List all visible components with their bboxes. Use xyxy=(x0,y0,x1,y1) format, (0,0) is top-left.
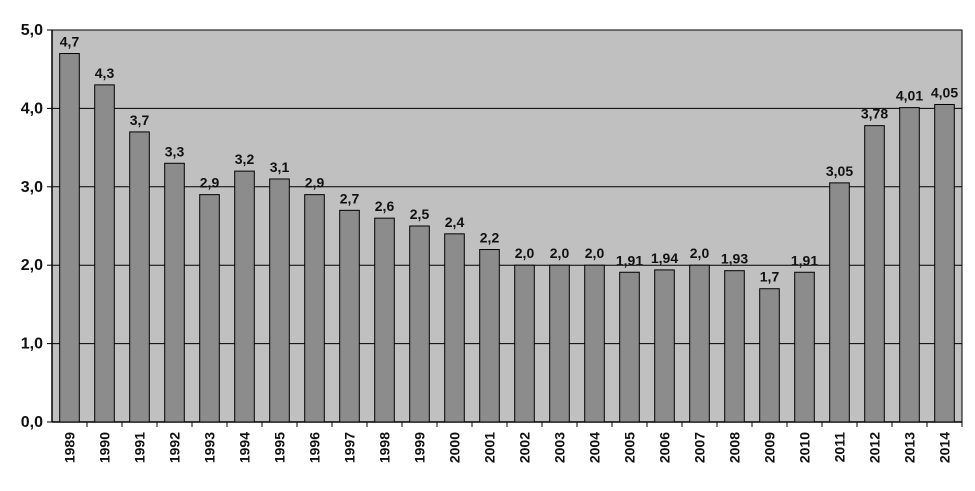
x-tick-label: 2000 xyxy=(447,432,463,463)
bar xyxy=(689,264,710,423)
x-tick-label: 1989 xyxy=(62,432,78,463)
x-tick-label: 2012 xyxy=(867,432,883,463)
x-tick-label: 1991 xyxy=(132,432,148,463)
bar xyxy=(934,103,955,423)
data-label: 1,91 xyxy=(791,252,818,268)
bar xyxy=(899,107,920,423)
x-tick-label: 2011 xyxy=(832,432,848,463)
x-tick-label: 1990 xyxy=(97,432,113,463)
data-label: 3,1 xyxy=(270,159,290,175)
data-label: 2,0 xyxy=(550,245,570,261)
data-label: 1,7 xyxy=(760,269,780,285)
data-labels: 4,7 4,3 3,7 3,3 2,9 3,2 3,1 2,9 2,7 2,6 2,5 2,4 2,2 2… xyxy=(60,34,959,285)
bar xyxy=(234,170,255,423)
x-tick-label: 2013 xyxy=(902,432,918,463)
x-tick-label: 1997 xyxy=(342,432,358,463)
data-label: 1,93 xyxy=(721,251,748,267)
data-label: 1,94 xyxy=(651,250,678,266)
bar xyxy=(654,269,675,423)
bar xyxy=(199,194,220,423)
data-label: 2,2 xyxy=(480,230,500,246)
x-tick-label: 1992 xyxy=(167,432,183,463)
data-label: 3,2 xyxy=(235,151,255,167)
bar xyxy=(479,249,500,423)
data-label: 4,01 xyxy=(896,88,923,104)
data-label: 2,9 xyxy=(305,175,325,191)
x-tick-label: 2005 xyxy=(622,432,638,463)
y-tick-label: 5,0 xyxy=(21,22,43,39)
data-label: 2,4 xyxy=(445,214,465,230)
y-tick-label: 3,0 xyxy=(21,179,43,196)
data-label: 3,3 xyxy=(165,143,185,159)
bars xyxy=(59,53,955,423)
x-tick-label: 1999 xyxy=(412,432,428,463)
x-tick-label: 1996 xyxy=(307,432,323,463)
x-tick-label: 2003 xyxy=(552,432,568,463)
plot-area xyxy=(51,29,963,423)
bar xyxy=(164,162,185,423)
data-label: 1,91 xyxy=(616,252,643,268)
data-label: 2,6 xyxy=(375,198,395,214)
data-label: 2,5 xyxy=(410,206,430,222)
bar xyxy=(724,270,745,423)
bar xyxy=(549,264,570,423)
x-tick-label: 2010 xyxy=(797,432,813,463)
x-tick-label: 2007 xyxy=(692,432,708,463)
bar xyxy=(864,125,885,423)
data-label: 4,3 xyxy=(95,65,115,81)
bar xyxy=(94,84,115,423)
bar xyxy=(339,209,360,423)
x-tick-label: 1994 xyxy=(237,432,253,463)
x-tick-label: 1995 xyxy=(272,432,288,463)
bar xyxy=(59,53,80,423)
bar xyxy=(304,194,325,423)
x-tick-label: 2001 xyxy=(482,432,498,463)
plot-background xyxy=(51,29,963,423)
data-label: 3,78 xyxy=(861,106,888,122)
y-tick-label: 1,0 xyxy=(21,336,43,353)
bar xyxy=(444,233,465,423)
data-label: 4,7 xyxy=(60,34,80,50)
data-label: 2,0 xyxy=(515,245,535,261)
x-tick-label: 2006 xyxy=(657,432,673,463)
data-label: 2,0 xyxy=(585,245,605,261)
bar xyxy=(759,288,780,423)
x-tick-label: 1993 xyxy=(202,432,218,463)
data-label: 3,7 xyxy=(130,112,150,128)
data-label: 2,9 xyxy=(200,175,220,191)
x-tick-label: 2002 xyxy=(517,432,533,463)
bar xyxy=(514,264,535,423)
x-tick-label: 2009 xyxy=(762,432,778,463)
bar xyxy=(269,178,290,423)
bar xyxy=(794,271,815,423)
bar xyxy=(409,225,430,423)
x-tick-label: 2008 xyxy=(727,432,743,463)
y-tick-label: 0,0 xyxy=(21,414,43,431)
x-tick-label: 1998 xyxy=(377,432,393,463)
x-tick-label: 2004 xyxy=(587,432,603,463)
y-axis-ticks: 0,0 1,0 2,0 3,0 4,0 5,0 xyxy=(21,22,52,431)
y-tick-label: 2,0 xyxy=(21,257,43,274)
bar xyxy=(374,217,395,423)
data-label: 3,05 xyxy=(826,163,853,179)
data-label: 2,7 xyxy=(340,190,360,206)
bar xyxy=(829,182,850,423)
data-label: 2,0 xyxy=(690,245,710,261)
bar xyxy=(129,131,150,423)
bar xyxy=(619,271,640,423)
y-tick-label: 4,0 xyxy=(21,100,43,117)
x-axis-ticks: 1989 1990 1991 1992 1993 1994 1995 1996 1997 1998… xyxy=(62,422,963,463)
x-tick-label: 2014 xyxy=(937,432,953,463)
bar xyxy=(584,264,605,423)
data-label: 4,05 xyxy=(931,84,958,100)
